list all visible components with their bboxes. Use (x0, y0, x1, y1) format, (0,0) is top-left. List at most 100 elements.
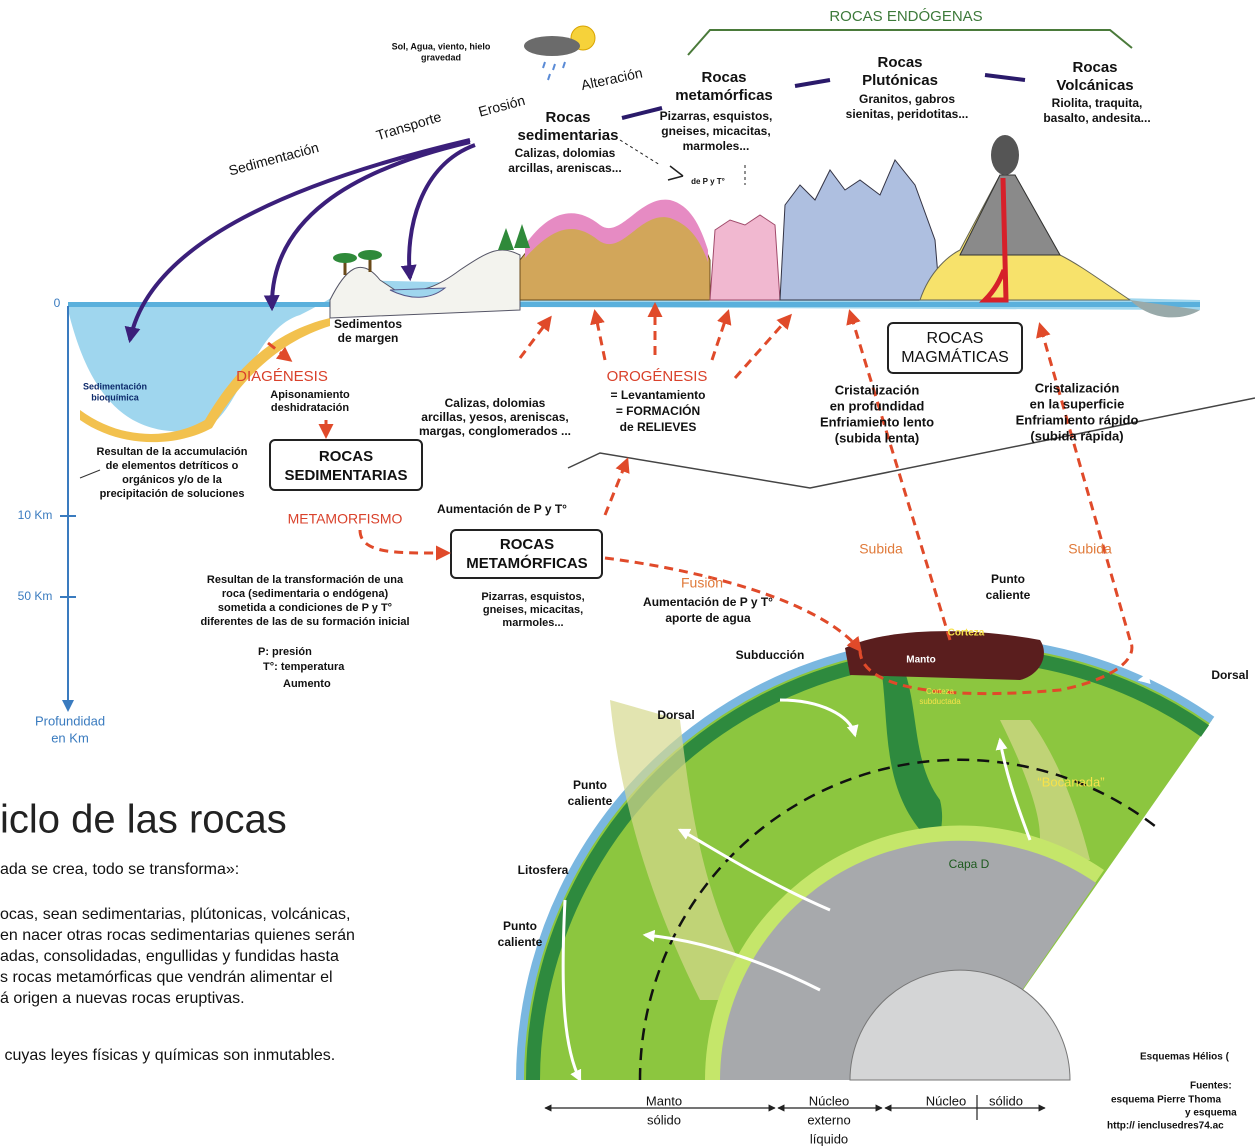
box-label: ROCAS (500, 536, 554, 553)
process-label: Transporte (374, 108, 443, 143)
label: diferentes de las de su formación inicia… (200, 616, 409, 628)
rock-examples: sienitas, peridotitas... (846, 107, 969, 121)
process-title: METAMORFISMO (288, 511, 403, 527)
label: caliente (986, 588, 1031, 602)
label: Subducción (736, 648, 805, 662)
cloud (524, 36, 580, 56)
process-arrow (360, 530, 448, 553)
rock-examples: marmoles... (683, 139, 750, 153)
process-arrow (605, 460, 627, 515)
label: externo (807, 1112, 850, 1127)
rock-name: Rocas (545, 109, 590, 126)
depth-tick-label: 0 (54, 296, 61, 310)
label: Manto (906, 655, 935, 666)
label: de RELIEVES (620, 420, 697, 434)
label: Punto (991, 572, 1025, 586)
plutonic-mountains (780, 160, 940, 300)
group-title: ROCAS ENDÓGENAS (829, 8, 982, 25)
label: = Levantamiento (610, 388, 705, 402)
page-title: iclo de las rocas (0, 798, 287, 842)
rock-examples: Calizas, dolomias (515, 146, 616, 160)
sea-level (68, 302, 1200, 307)
continent (845, 631, 1044, 680)
diagram: ROCAS ENDÓGENAS Sol, Agua, viento, hielo g… (0, 0, 1255, 1147)
paragraph-line: cuyas leyes físicas y químicas son inmut… (0, 1047, 335, 1064)
label: Dorsal (657, 708, 694, 722)
credit: y esquema (1185, 1108, 1237, 1119)
pt-arrow (668, 166, 683, 180)
label: Sedimentos (334, 317, 402, 331)
credit: esquema Pierre Thoma (1111, 1095, 1221, 1106)
palm-leaves (333, 253, 357, 263)
label: Núcleo (809, 1093, 849, 1108)
rock-name: Rocas (1072, 59, 1117, 76)
label: en profundidad (830, 398, 925, 413)
process-arrow (712, 312, 728, 360)
label: sólido (989, 1093, 1023, 1108)
label: Aumentación de P y T° (437, 502, 567, 516)
convection-arrow (1140, 670, 1190, 680)
label: caliente (568, 794, 613, 808)
label: bioquímica (91, 392, 139, 402)
process-arrow (595, 312, 605, 360)
label: Enfriamiento rápido (1016, 412, 1139, 427)
credit: http:// ienclusedres74.ac (1107, 1121, 1224, 1132)
label: Corteza (948, 628, 985, 639)
pt-note: de P y T° (691, 177, 725, 186)
box-label: METAMÓRFICAS (466, 554, 587, 572)
label: Punto (503, 919, 537, 933)
chain-link (985, 75, 1025, 80)
box-label: SEDIMENTARIAS (284, 467, 407, 484)
paragraph-line: á origen a nuevas rocas eruptivas. (0, 990, 245, 1007)
label: Pizarras, esquistos, (481, 591, 584, 603)
transport-arrow (409, 145, 475, 278)
rock-name: Rocas (701, 69, 746, 86)
depth-tick-label: 10 Km (18, 508, 53, 522)
process-title: DIAGÉNESIS (236, 368, 328, 385)
weather-icon (524, 26, 595, 80)
label: Cristalización (1035, 380, 1120, 395)
label: Aumento (283, 678, 331, 690)
chain-link (622, 108, 662, 118)
box-label: MAGMÁTICAS (901, 347, 1009, 366)
rain (543, 62, 565, 80)
weather-label: Sol, Agua, viento, hielo (392, 41, 491, 51)
conifers (498, 224, 530, 250)
label: sólido (647, 1112, 681, 1127)
label: precipitación de soluciones (100, 488, 245, 500)
label: Fusión (681, 575, 723, 591)
label: de elementos detríticos o (106, 460, 239, 472)
depth-axis-label: en Km (51, 730, 89, 745)
chain-link (795, 80, 830, 86)
label: Resultan de la transformación de una (207, 574, 404, 586)
label: Dorsal (1211, 668, 1248, 682)
leader-line (80, 470, 100, 478)
process-arrow (520, 318, 550, 358)
rock-name: sedimentarias (518, 127, 619, 144)
paragraph-line: en nacer otras rocas sedimentarias quien… (0, 927, 355, 944)
label: de margen (338, 331, 399, 345)
rock-examples: basalto, andesita... (1043, 111, 1150, 125)
process-title: OROGÉNESIS (607, 368, 708, 385)
label: deshidratación (271, 402, 350, 414)
rock-examples: gneises, micacitas, (661, 124, 770, 138)
label: subductada (919, 697, 961, 706)
label: roca (sedimentaria o endógena) (222, 588, 389, 600)
label: orgánicos y/o de la (122, 474, 223, 486)
paragraph-line: adas, consolidadas, engullidas y fundida… (0, 948, 339, 965)
rock-examples: Riolita, traquita, (1052, 96, 1143, 110)
label: sometida a condiciones de P y T° (218, 602, 392, 614)
label: P: presión (258, 646, 312, 658)
label: Sedimentación (83, 381, 147, 391)
label: Punto (573, 778, 607, 792)
rock-examples: Granitos, gabros (859, 92, 955, 106)
subtitle: ada se crea, todo se transforma»: (0, 861, 239, 878)
label: Enfriamiento lento (820, 414, 934, 429)
label: Resultan de la accumulación (97, 446, 248, 458)
palm-leaves (358, 250, 382, 260)
process-label: Sedimentación (227, 139, 321, 178)
rock-examples: Pizarras, esquistos, (660, 109, 773, 123)
endogenous-bracket (688, 30, 1132, 55)
rock-examples: arcillas, areniscas... (508, 161, 621, 175)
process-arrow (1040, 325, 1130, 640)
